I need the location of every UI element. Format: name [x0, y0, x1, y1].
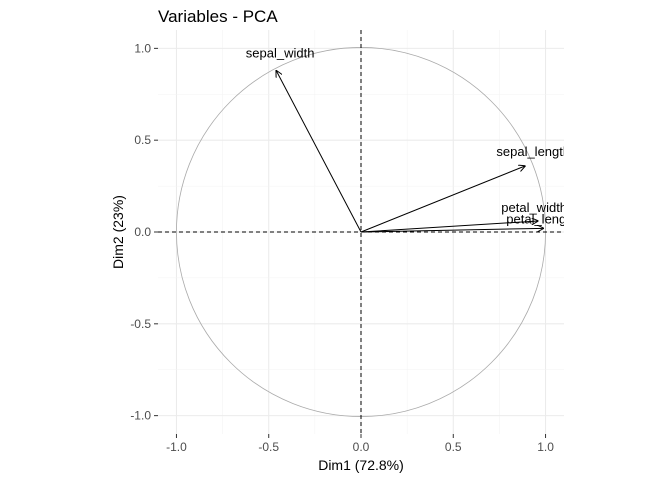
y-tick-label: 1.0	[134, 41, 151, 55]
chart-title: Variables - PCA	[158, 7, 278, 26]
y-tick-label: 0.5	[134, 133, 151, 147]
y-axis-title: Dim2 (23%)	[110, 195, 126, 269]
variable-labels: sepal_length sepal_width petal_lengthpetal…	[246, 45, 577, 226]
x-tick-label: 0.0	[353, 440, 370, 454]
y-tick-label: -0.5	[130, 317, 151, 331]
x-axis-ticks: -1.0 -0.5 0.0 0.5 1.0	[166, 434, 554, 454]
label-petal-length: petal_length	[506, 211, 577, 226]
arrow-sepal-length	[360, 166, 525, 233]
label-sepal-length: sepal_length	[496, 144, 570, 159]
y-tick-label: -1.0	[130, 409, 151, 423]
label-petal-width: petal_width	[501, 200, 567, 215]
y-axis-ticks: -1.0 -0.5 0.0 0.5 1.0	[130, 41, 158, 423]
x-tick-label: -0.5	[258, 440, 279, 454]
label-sepal-width: sepal_width	[246, 45, 315, 60]
x-axis-title: Dim1 (72.8%)	[318, 457, 404, 473]
x-tick-label: 0.5	[445, 440, 462, 454]
variable-arrows	[276, 70, 544, 233]
arrow-petal-length	[360, 228, 544, 233]
arrow-sepal-width	[276, 70, 362, 233]
arrow-petal-width	[360, 221, 538, 233]
x-tick-label: -1.0	[166, 440, 187, 454]
y-tick-label: 0.0	[134, 225, 151, 239]
x-tick-label: 1.0	[537, 440, 554, 454]
